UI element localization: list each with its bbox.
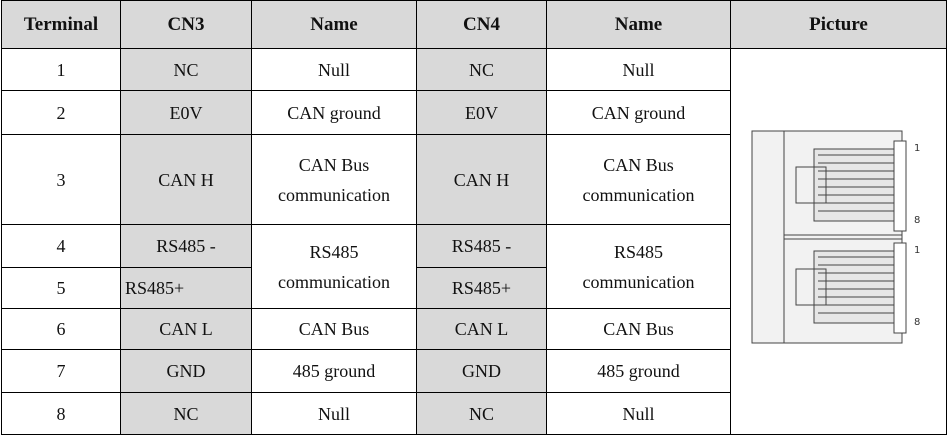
header-cell: Terminal xyxy=(1,0,121,49)
cell: 4 xyxy=(1,224,121,268)
header-cell: CN4 xyxy=(416,0,547,49)
cell: NC xyxy=(120,48,252,91)
text-line: communication xyxy=(278,184,390,205)
row: 1 NC Null NC Null 1 8 1 8 xyxy=(1,48,947,435)
cell: 1 xyxy=(1,48,121,91)
cell: NC xyxy=(416,392,547,435)
text-line: CAN Bus xyxy=(298,154,370,175)
text-line: communication xyxy=(582,184,695,205)
cell: 5 xyxy=(1,267,121,309)
cell: 7 xyxy=(1,349,121,393)
cell: Null xyxy=(546,48,731,91)
connector-picture: 1 8 1 8 xyxy=(751,130,920,344)
picture-cell: 1 8 1 8 xyxy=(730,48,947,435)
cell: NC xyxy=(416,48,547,91)
cell: GND xyxy=(416,349,547,393)
cell: RS485 - xyxy=(120,224,252,268)
cell: RS485 - xyxy=(416,224,547,268)
cell: RS485 communication xyxy=(546,224,731,309)
cell: RS485+ xyxy=(120,267,252,309)
text-line: RS485 xyxy=(309,241,359,262)
header-row: Terminal CN3 Name CN4 Name Picture xyxy=(1,0,947,49)
cell: Null xyxy=(251,392,417,435)
cell: CAN H xyxy=(416,134,547,225)
cell: GND xyxy=(120,349,252,393)
cell: Null xyxy=(251,48,417,91)
text-line: CAN Bus xyxy=(603,154,674,175)
text-line: communication xyxy=(278,271,390,292)
cell: CAN ground xyxy=(251,90,417,135)
pin-label: 1 xyxy=(914,143,920,154)
header-cell: Name xyxy=(546,0,731,49)
cell: 6 xyxy=(1,308,121,350)
row: 7 GND 485 ground GND 485 ground xyxy=(1,349,947,393)
cell: 485 ground xyxy=(251,349,417,393)
cell: CAN Bus xyxy=(546,308,731,350)
row: 4 RS485 - RS485 communication RS485 - RS4… xyxy=(1,224,947,309)
pin-label: 1 xyxy=(914,245,920,256)
cell: CAN L xyxy=(416,308,547,350)
cell: CAN L xyxy=(120,308,252,350)
cell: RS485+ xyxy=(416,267,547,309)
cell: CAN H xyxy=(120,134,252,225)
cell: CAN Bus communication xyxy=(251,134,417,225)
cell: RS485 communication xyxy=(251,224,417,309)
cell: CAN ground xyxy=(546,90,731,135)
cell: 3 xyxy=(1,134,121,225)
cell: CAN Bus communication xyxy=(546,134,731,225)
header-cell: CN3 xyxy=(120,0,252,49)
cell: 8 xyxy=(1,392,121,435)
cell: Null xyxy=(546,392,731,435)
cell: E0V xyxy=(416,90,547,135)
row: 3 CAN H CAN Bus communication CAN H CAN B… xyxy=(1,134,947,225)
pin-label: 8 xyxy=(914,317,920,328)
cell: CAN Bus xyxy=(251,308,417,350)
row: 6 CAN L CAN Bus CAN L CAN Bus xyxy=(1,308,947,350)
header-cell: Picture xyxy=(730,0,947,49)
text-line: communication xyxy=(582,271,695,292)
row: 8 NC Null NC Null xyxy=(1,392,947,435)
cell: 485 ground xyxy=(546,349,731,393)
cell: NC xyxy=(120,392,252,435)
cell: E0V xyxy=(120,90,252,135)
header-cell: Name xyxy=(251,0,417,49)
pin-label: 8 xyxy=(914,215,920,226)
row: 2 E0V CAN ground E0V CAN ground xyxy=(1,90,947,135)
text-line: RS485 xyxy=(613,241,664,262)
cell: 2 xyxy=(1,90,121,135)
